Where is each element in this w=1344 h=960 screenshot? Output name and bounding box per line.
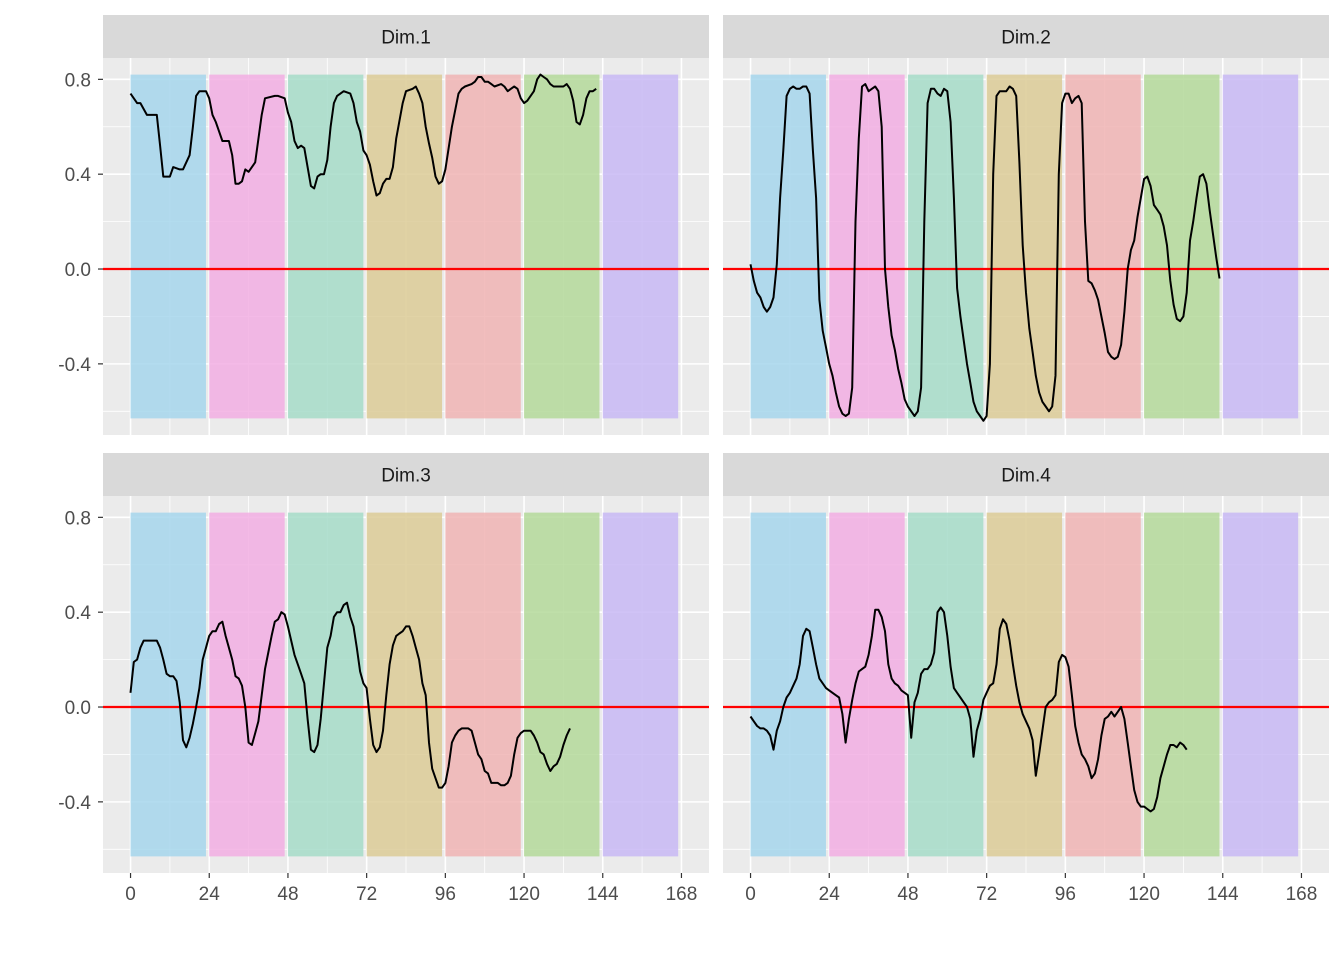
day-band-5 bbox=[445, 512, 521, 857]
day-band-3 bbox=[907, 74, 984, 419]
day-band-4 bbox=[366, 74, 443, 419]
day-band-1 bbox=[750, 512, 826, 857]
x-tick-label: 0 bbox=[745, 884, 756, 905]
series-line-Dim-2 bbox=[749, 83, 1221, 422]
y-tick-label: 0.4 bbox=[65, 603, 92, 624]
x-tick-label: 48 bbox=[897, 884, 918, 905]
y-tick-label: -0.4 bbox=[58, 793, 91, 814]
day-band-2 bbox=[829, 512, 905, 857]
facet-strip-label: Dim.2 bbox=[1001, 28, 1051, 49]
facet-panel-4: Dim.4 0 24 48 72 96 120 144 168 bbox=[723, 453, 1329, 905]
series-line-Dim-4 bbox=[749, 606, 1188, 813]
facet-strip bbox=[723, 453, 1329, 496]
facet-strip-label: Dim.1 bbox=[381, 28, 431, 49]
y-tick-label: 0.0 bbox=[65, 698, 91, 719]
x-tick-label: 0 bbox=[125, 884, 136, 905]
facet-strip bbox=[723, 15, 1329, 58]
series-line-Dim-1 bbox=[129, 73, 597, 197]
facet-strip bbox=[103, 15, 709, 58]
day-band-3 bbox=[907, 512, 984, 857]
day-band-1 bbox=[130, 74, 206, 419]
day-band-6 bbox=[1144, 74, 1220, 419]
day-band-3 bbox=[287, 74, 364, 419]
day-band-5 bbox=[1065, 512, 1141, 857]
day-band-6 bbox=[524, 74, 600, 419]
facet-panel-2: Dim.2 bbox=[723, 15, 1329, 435]
y-tick-label: -0.4 bbox=[58, 355, 91, 376]
facet-strip-label: Dim.4 bbox=[1001, 466, 1051, 487]
day-band-5 bbox=[445, 74, 521, 419]
x-tick-label: 24 bbox=[819, 884, 841, 905]
facet-panel-3: Dim.3 0.8 0.4 0.0 -0.4 0 24 48 72 96 120 144 168 bbox=[58, 453, 709, 905]
day-band-2 bbox=[209, 512, 285, 857]
day-band-7 bbox=[1222, 512, 1299, 857]
x-tick-label: 96 bbox=[1055, 884, 1076, 905]
y-tick-label: 0.8 bbox=[65, 70, 91, 91]
facet-panel-1: Dim.1 0.8 0.4 0.0 -0.4 bbox=[58, 15, 709, 435]
series-line-Dim-3 bbox=[129, 601, 571, 789]
y-tick-label: 0.0 bbox=[65, 260, 91, 281]
x-tick-label: 72 bbox=[976, 884, 997, 905]
facet-strip-label: Dim.3 bbox=[381, 466, 431, 487]
day-band-7 bbox=[602, 512, 679, 857]
x-tick-label: 72 bbox=[356, 884, 377, 905]
day-band-2 bbox=[829, 74, 905, 419]
day-band-1 bbox=[750, 74, 826, 419]
day-band-3 bbox=[287, 512, 364, 857]
day-band-4 bbox=[366, 512, 443, 857]
day-band-7 bbox=[602, 74, 679, 419]
x-tick-label: 144 bbox=[1207, 884, 1239, 905]
facet-strip bbox=[103, 453, 709, 496]
x-tick-label: 96 bbox=[435, 884, 456, 905]
day-band-4 bbox=[986, 74, 1063, 419]
day-band-6 bbox=[524, 512, 600, 857]
day-band-4 bbox=[986, 512, 1063, 857]
day-band-7 bbox=[1222, 74, 1299, 419]
x-tick-label: 48 bbox=[277, 884, 298, 905]
day-band-1 bbox=[130, 512, 206, 857]
day-band-5 bbox=[1065, 74, 1141, 419]
day-band-2 bbox=[209, 74, 285, 419]
x-tick-label: 24 bbox=[199, 884, 221, 905]
y-tick-label: 0.4 bbox=[65, 165, 92, 186]
x-tick-label: 168 bbox=[666, 884, 698, 905]
x-tick-label: 120 bbox=[508, 884, 540, 905]
x-tick-label: 168 bbox=[1286, 884, 1318, 905]
x-tick-label: 144 bbox=[587, 884, 619, 905]
y-tick-label: 0.8 bbox=[65, 508, 91, 529]
x-tick-label: 120 bbox=[1128, 884, 1160, 905]
